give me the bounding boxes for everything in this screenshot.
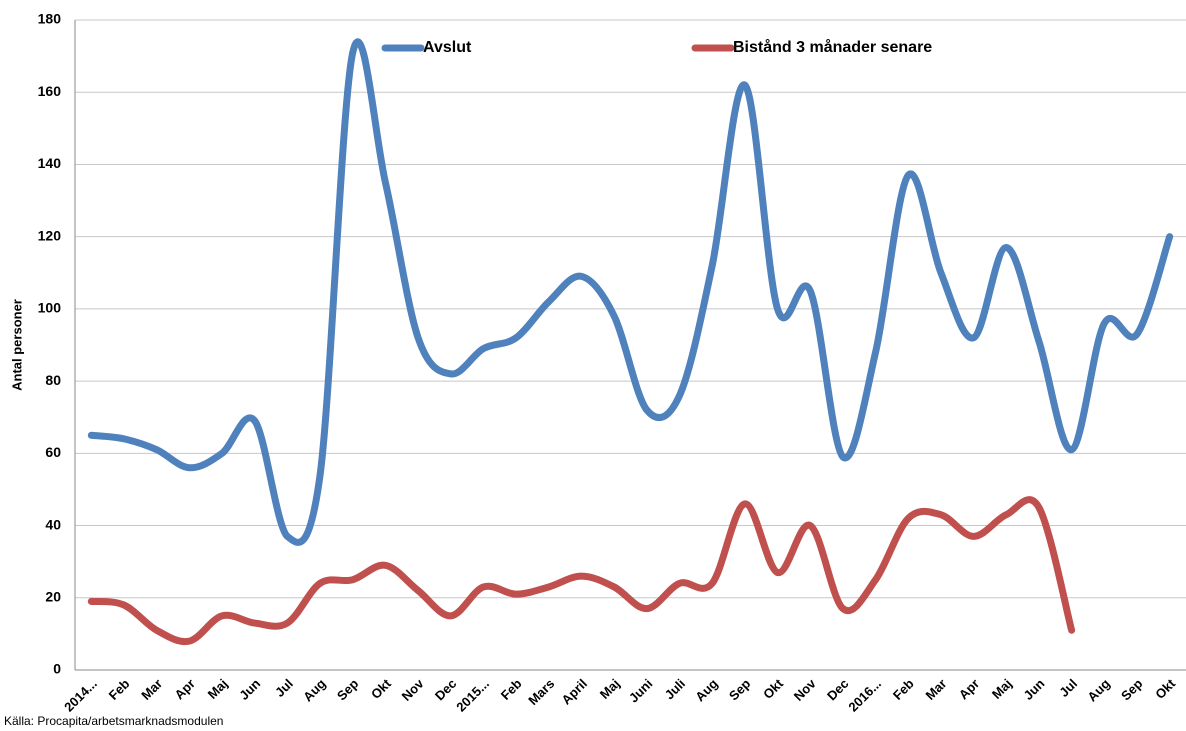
x-tick-label: Nov bbox=[791, 675, 820, 704]
x-tick-label: Nov bbox=[399, 675, 428, 704]
y-axis-label: Antal personer bbox=[9, 299, 24, 391]
x-tick-label: Apr bbox=[171, 676, 197, 702]
x-tick-label: 2015... bbox=[453, 676, 492, 715]
x-tick-label: Sep bbox=[1118, 676, 1146, 704]
x-tick-label: Dec bbox=[824, 676, 851, 703]
x-tick-label: Maj bbox=[597, 676, 623, 702]
y-tick-label: 20 bbox=[45, 588, 61, 604]
legend-label: Bistånd 3 månader senare bbox=[733, 38, 932, 56]
x-tick-label: Feb bbox=[106, 676, 133, 703]
x-tick-label: 2016... bbox=[845, 676, 884, 715]
x-tick-label: April bbox=[558, 676, 590, 708]
x-tick-label: Dec bbox=[432, 676, 459, 703]
y-tick-label: 100 bbox=[38, 300, 62, 316]
x-tick-label: Sep bbox=[726, 676, 754, 704]
x-tick-label: Okt bbox=[1152, 675, 1178, 701]
y-tick-label: 180 bbox=[38, 11, 62, 27]
x-tick-label: Feb bbox=[890, 676, 917, 703]
x-tick-label: Jun bbox=[1021, 676, 1048, 703]
x-tick-label: Sep bbox=[334, 676, 362, 704]
y-tick-label: 40 bbox=[45, 516, 61, 532]
y-tick-label: 140 bbox=[38, 155, 62, 171]
x-tick-label: Feb bbox=[498, 676, 525, 703]
x-tick-label: Juli bbox=[662, 676, 688, 702]
series-line bbox=[87, 496, 1076, 646]
x-tick-label: Jul bbox=[272, 676, 296, 700]
y-tick-label: 160 bbox=[38, 83, 62, 99]
x-tick-label: Juni bbox=[626, 676, 656, 706]
x-tick-label: 2014... bbox=[61, 676, 100, 715]
x-tick-label: Mars bbox=[525, 676, 557, 708]
x-tick-label: Apr bbox=[956, 676, 982, 702]
y-tick-label: 80 bbox=[45, 372, 61, 388]
x-tick-label: Jul bbox=[1056, 676, 1080, 700]
x-tick-label: Okt bbox=[368, 675, 394, 701]
x-tick-label: Aug bbox=[300, 676, 329, 705]
x-tick-label: Aug bbox=[1084, 676, 1113, 705]
x-tick-label: Mar bbox=[923, 676, 950, 703]
x-tick-label: Okt bbox=[760, 675, 786, 701]
series-line bbox=[87, 38, 1174, 546]
x-tick-label: Maj bbox=[989, 676, 1015, 702]
y-tick-label: 120 bbox=[38, 227, 62, 243]
x-tick-label: Mar bbox=[138, 676, 165, 703]
x-tick-label: Jun bbox=[236, 676, 263, 703]
x-tick-label: Aug bbox=[692, 676, 721, 705]
y-tick-label: 60 bbox=[45, 444, 61, 460]
x-tick-label: Maj bbox=[205, 676, 231, 702]
source-note: Källa: Procapita/arbetsmarknadsmodulen bbox=[4, 714, 223, 728]
legend-label: Avslut bbox=[423, 39, 472, 56]
y-tick-label: 0 bbox=[53, 661, 61, 677]
